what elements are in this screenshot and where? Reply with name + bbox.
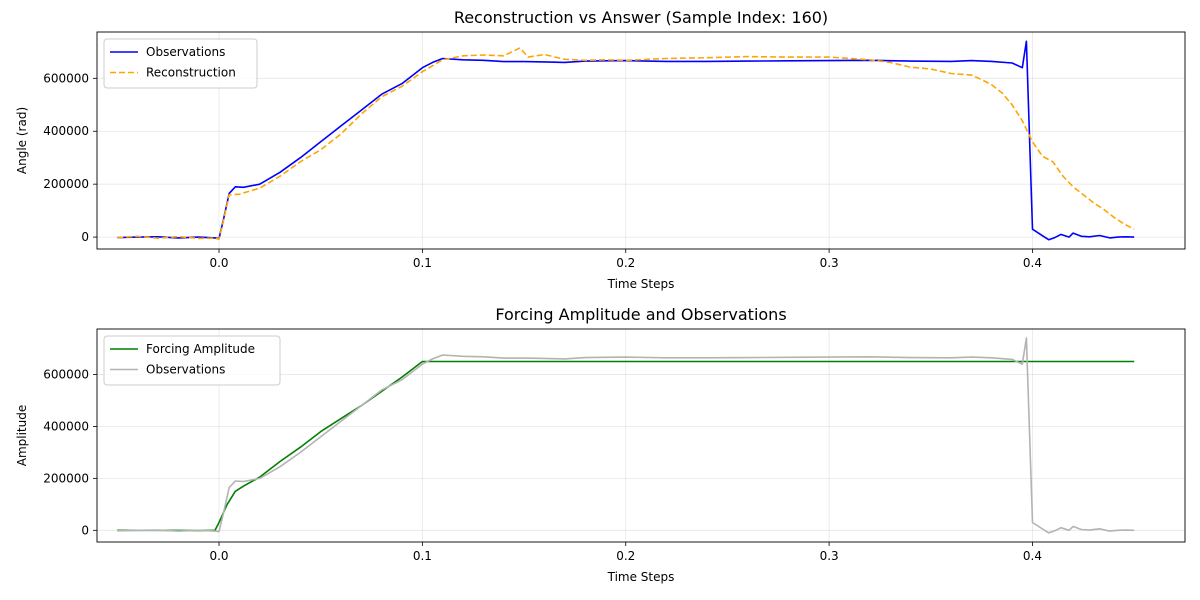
- series-line-reconstruction: [117, 47, 1135, 240]
- x-tick-label: 0.4: [1023, 256, 1042, 270]
- legend: Forcing Amplitude Observations: [103, 335, 281, 386]
- x-tick-label: 0.0: [209, 256, 228, 270]
- series-group: [117, 337, 1135, 534]
- y-tick-label: 600000: [43, 367, 89, 381]
- chart-title: Reconstruction vs Answer (Sample Index: …: [454, 8, 828, 27]
- x-tick-label: 0.1: [413, 256, 432, 270]
- y-axis-label: Amplitude: [15, 405, 29, 467]
- x-tick-label: 0.3: [820, 549, 839, 563]
- x-tick-label: 0.1: [413, 549, 432, 563]
- x-tick-label: 0.2: [616, 549, 635, 563]
- y-tick-label: 400000: [43, 124, 89, 138]
- legend: Observations Reconstruction: [103, 38, 258, 89]
- legend-label: Observations: [146, 45, 225, 59]
- series-line-observations: [117, 337, 1135, 534]
- x-tick-label: 0.0: [209, 549, 228, 563]
- axes-frame: [96, 31, 1186, 250]
- x-axis-label: Time Steps: [607, 277, 675, 291]
- legend-label: Reconstruction: [146, 66, 236, 80]
- chart-title: Forcing Amplitude and Observations: [495, 305, 786, 324]
- x-axis-label: Time Steps: [607, 570, 675, 584]
- chart-panel-2: 0.0 0.1 0.2 0.3 0.4 0 200000 400000 600000 Forcin…: [15, 305, 1186, 584]
- series-group: [117, 40, 1135, 241]
- y-tick-label: 400000: [43, 419, 89, 433]
- x-tick-label: 0.2: [616, 256, 635, 270]
- legend-box: [103, 38, 258, 89]
- legend-label: Observations: [146, 363, 225, 377]
- y-tick-label: 200000: [43, 471, 89, 485]
- y-tick-label: 600000: [43, 71, 89, 85]
- x-tick-label: 0.4: [1023, 549, 1042, 563]
- chart-panel-1: 0.0 0.1 0.2 0.3 0.4 0 200000 400000 600000 Recons…: [15, 8, 1186, 291]
- x-tick-label: 0.3: [820, 256, 839, 270]
- legend-box: [103, 335, 281, 386]
- y-axis-label: Angle (rad): [15, 107, 29, 174]
- y-tick-label: 0: [81, 230, 89, 244]
- y-tick-label: 200000: [43, 177, 89, 191]
- y-tick-label: 0: [81, 523, 89, 537]
- legend-label: Forcing Amplitude: [146, 342, 255, 356]
- axes-frame: [96, 328, 1186, 543]
